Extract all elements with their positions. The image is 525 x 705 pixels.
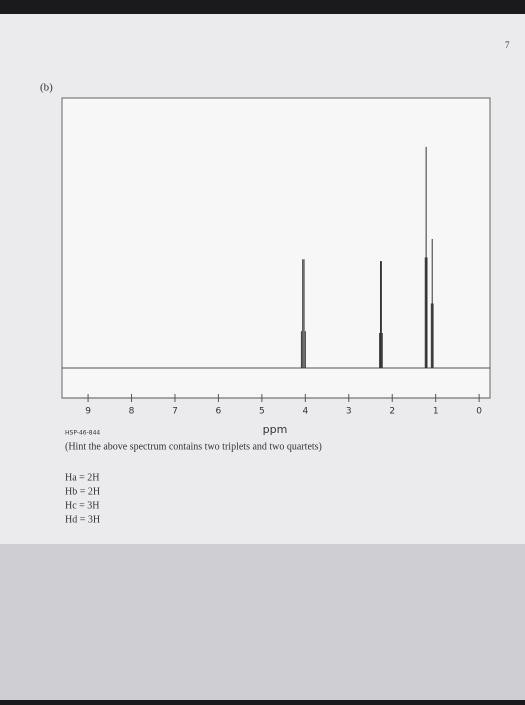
assignment: Hb = 2H xyxy=(65,486,100,497)
code: HSP-46-844 xyxy=(65,430,100,437)
x-tick-label: 4 xyxy=(302,407,308,417)
assignment: Hd = 3H xyxy=(65,514,100,525)
assignments: Ha = 2H Hb = 2H Hc = 3H Hd = 3H xyxy=(65,472,100,525)
lower-area xyxy=(0,544,525,700)
x-tick-label: 3 xyxy=(346,407,352,417)
hint: (Hint the above spectrum contains two tr… xyxy=(65,441,322,452)
x-tick-label: 8 xyxy=(129,407,135,417)
panel-label: (b) xyxy=(40,82,53,94)
assignment: Ha = 2H xyxy=(65,472,100,483)
x-tick-label: 5 xyxy=(259,407,265,417)
page-number: 7 xyxy=(505,40,510,50)
x-tick-label: 1 xyxy=(433,407,439,417)
x-tick-label: 9 xyxy=(85,407,91,417)
x-axis-label: ppm xyxy=(263,423,288,436)
x-tick-label: 6 xyxy=(216,407,222,417)
x-tick-label: 0 xyxy=(476,407,482,417)
x-tick-label: 7 xyxy=(172,407,178,417)
assignment: Hc = 3H xyxy=(65,500,100,511)
plot-frame xyxy=(61,97,491,399)
x-tick-label: 2 xyxy=(389,407,395,417)
